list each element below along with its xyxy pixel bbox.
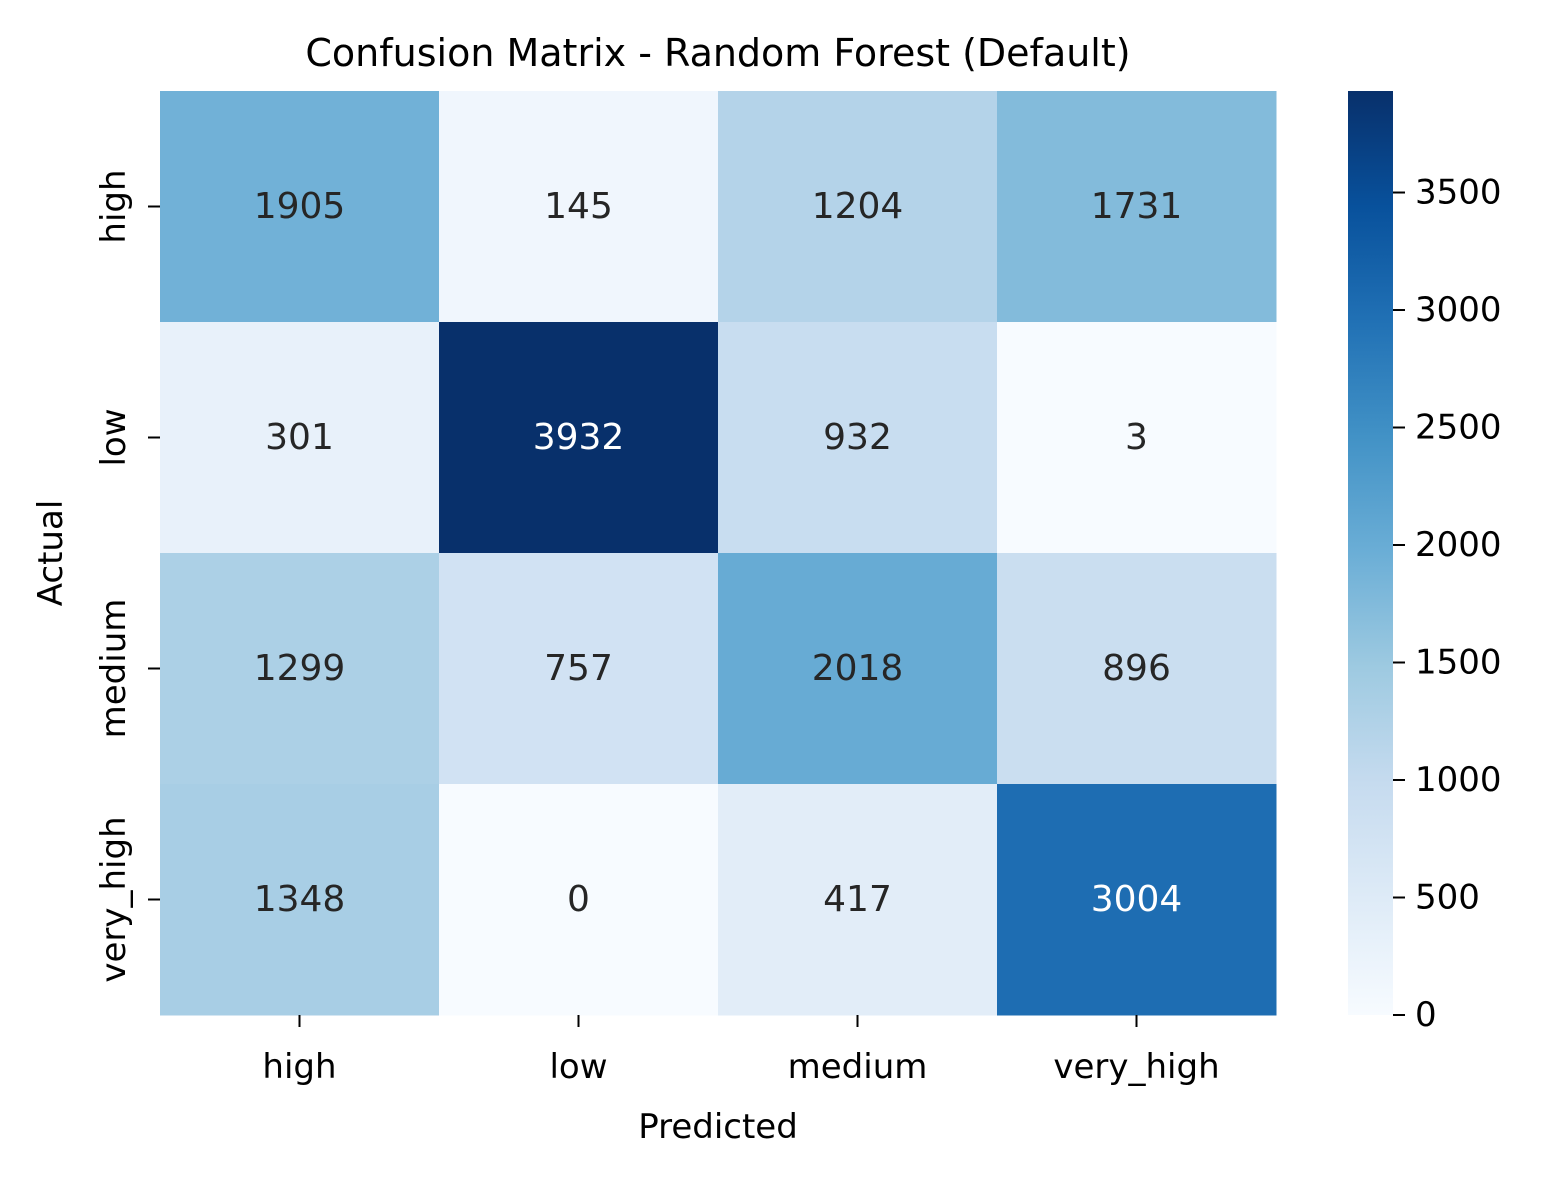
heatmap-cell: [160, 91, 440, 323]
cell-value-label: 896: [1102, 648, 1171, 689]
cell-value-label: 3: [1125, 417, 1148, 458]
cell-value-label: 417: [823, 879, 892, 920]
y-tick-label: low: [94, 408, 134, 466]
heatmap-cell: [718, 91, 998, 323]
heatmap-cell: [439, 553, 719, 785]
heatmap-cell: [160, 553, 440, 785]
cell-value-label: 3932: [533, 417, 625, 458]
cell-value-label: 1204: [812, 186, 904, 227]
colorbar-gradient: [1348, 91, 1393, 1015]
heatmap-cell: [160, 784, 440, 1016]
colorbar-tick-label: 1500: [1415, 643, 1502, 683]
heatmap-cell: [997, 553, 1277, 785]
x-tick-label: very_high: [1053, 1047, 1219, 1087]
heatmap-cell: [997, 91, 1277, 323]
y-tick-label: high: [94, 169, 134, 243]
cell-value-label: 301: [265, 417, 334, 458]
cell-value-label: 1905: [254, 186, 346, 227]
cell-annotations: 1905 145 1204 1731 301 3932 932 3 1299 757 2018 896…: [254, 186, 1183, 920]
cell-value-label: 145: [544, 186, 613, 227]
y-axis-label: Actual: [31, 500, 71, 607]
colorbar-tick-label: 2000: [1415, 525, 1502, 565]
cell-value-label: 932: [823, 417, 892, 458]
heatmap-cell: [997, 322, 1277, 554]
heatmap-cell: [439, 784, 719, 1016]
colorbar: 0 500 1000 1500 2000 2500 3000 3500: [1348, 91, 1502, 1035]
x-axis-label: Predicted: [638, 1107, 798, 1147]
cell-value-label: 757: [544, 648, 613, 689]
cell-value-label: 2018: [812, 648, 904, 689]
heatmap-cell: [718, 553, 998, 785]
heatmap-cells: [160, 91, 1277, 1016]
x-tick-label: low: [549, 1047, 607, 1087]
y-axis: high low medium very_high: [94, 169, 160, 983]
y-tick-label: very_high: [94, 816, 134, 982]
x-tick-label: medium: [788, 1047, 928, 1087]
cell-value-label: 1731: [1091, 186, 1183, 227]
heatmap-cell: [160, 322, 440, 554]
x-tick-label: high: [262, 1047, 336, 1087]
cell-value-label: 0: [567, 879, 590, 920]
heatmap-cell: [439, 91, 719, 323]
colorbar-tick-label: 0: [1415, 995, 1437, 1035]
colorbar-tick-label: 3000: [1415, 290, 1502, 330]
chart-title: Confusion Matrix - Random Forest (Defaul…: [305, 31, 1130, 75]
colorbar-tick-label: 3500: [1415, 173, 1502, 213]
heatmap-cell: [439, 322, 719, 554]
x-axis: high low medium very_high: [262, 1015, 1220, 1087]
heatmap-cell: [718, 322, 998, 554]
cell-value-label: 3004: [1091, 879, 1183, 920]
colorbar-ticks: 0 500 1000 1500 2000 2500 3000 3500: [1393, 173, 1502, 1035]
cell-value-label: 1299: [254, 648, 346, 689]
colorbar-tick-label: 2500: [1415, 408, 1502, 448]
heatmap-cell: [718, 784, 998, 1016]
colorbar-tick-label: 1000: [1415, 760, 1502, 800]
colorbar-tick-label: 500: [1415, 878, 1480, 918]
cell-value-label: 1348: [254, 879, 346, 920]
y-tick-label: medium: [94, 599, 134, 739]
heatmap-cell: [997, 784, 1277, 1016]
